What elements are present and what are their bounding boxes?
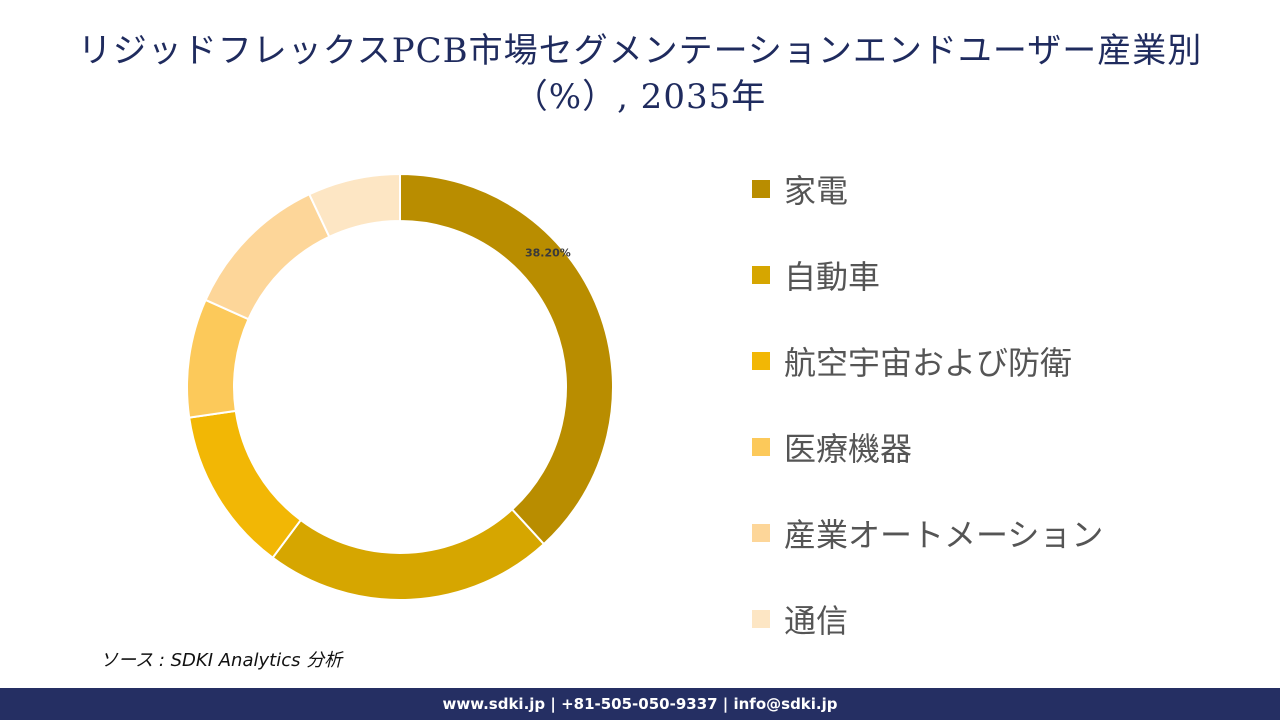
- legend-item-6: 通信: [752, 576, 1272, 662]
- donut-slice-6: [307, 172, 401, 239]
- legend-label-4: 医療機器: [784, 430, 913, 468]
- donut-slice-4: [186, 298, 250, 419]
- legend-label-6: 通信: [784, 602, 849, 640]
- chart-title: リジッドフレックスPCB市場セグメンテーションエンドユーザー産業別（%）, 20…: [77, 31, 1203, 117]
- legend-label-5: 産業オートメーション: [784, 516, 1104, 554]
- legend-label-3: 航空宇宙および防衛: [784, 344, 1073, 382]
- legend-item-1: 家電: [752, 146, 1272, 232]
- legend-swatch-1: [752, 180, 770, 198]
- donut-slice-3: [188, 409, 303, 560]
- legend-swatch-5: [752, 524, 770, 542]
- footer-contact: www.sdki.jp | +81-505-050-9337 | info@sd…: [442, 695, 838, 713]
- legend-item-2: 自動車: [752, 232, 1272, 318]
- legend-swatch-2: [752, 266, 770, 284]
- legend-label-2: 自動車: [784, 258, 881, 296]
- legend-label-1: 家電: [784, 172, 849, 210]
- donut-slice-2: [271, 508, 546, 601]
- legend-item-3: 航空宇宙および防衛: [752, 318, 1272, 404]
- source-note: ソース : SDKI Analytics 分析: [100, 650, 343, 671]
- donut-slice-1: [399, 172, 614, 546]
- footer-bar: www.sdki.jp | +81-505-050-9337 | info@sd…: [0, 688, 1280, 720]
- legend-swatch-4: [752, 438, 770, 456]
- legend-item-5: 産業オートメーション: [752, 490, 1272, 576]
- donut-slice-5: [204, 192, 331, 321]
- legend-swatch-6: [752, 610, 770, 628]
- legend-swatch-3: [752, 352, 770, 370]
- data-label-1: 38.20%: [525, 247, 571, 260]
- legend-item-4: 医療機器: [752, 404, 1272, 490]
- chart-legend: 家電自動車航空宇宙および防衛 医療機器産業オートメーション 通信: [752, 146, 1272, 662]
